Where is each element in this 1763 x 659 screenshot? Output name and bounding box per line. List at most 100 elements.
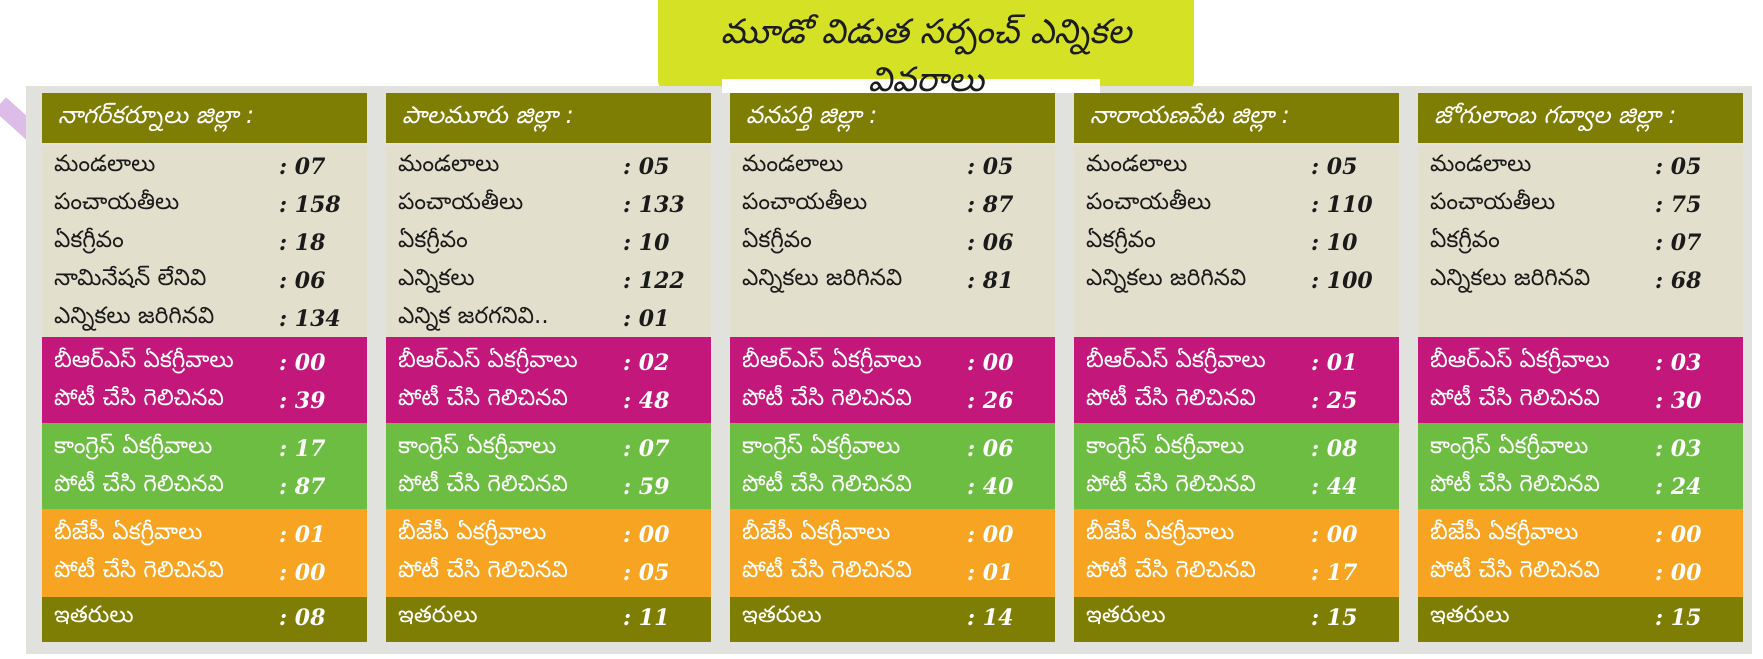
stat-label: బీజేపీ ఏకగ్రీవాలు	[742, 519, 891, 545]
stat-label: మండలాలు	[398, 151, 500, 177]
stat-label: మండలాలు	[1430, 151, 1532, 177]
stat-value: : 24	[1655, 474, 1702, 500]
stat-label: పోటీ చేసి గెలిచినవి	[1430, 385, 1600, 411]
stat-value: : 59	[623, 474, 670, 500]
congress-block: కాంగ్రెస్ ఏకగ్రీవాలు: 03 పోటీ చేసి గెలిచి…	[1418, 423, 1743, 509]
stat-value: : 14	[967, 605, 1014, 631]
stat-value: : 15	[1655, 605, 1702, 631]
stat-row: పోటీ చేసి గెలిచినవి: 48	[398, 382, 699, 420]
stat-value: : 30	[1655, 388, 1702, 414]
bjp-block: బీజేపీ ఏకగ్రీవాలు: 00 పోటీ చేసి గెలిచినవి…	[1418, 509, 1743, 597]
stat-value: : 87	[279, 474, 326, 500]
stat-value: : 110	[1311, 192, 1373, 218]
stat-row: బీజేపీ ఏకగ్రీవాలు: 00	[1430, 516, 1731, 554]
stat-label: ఎన్నికలు	[398, 265, 475, 291]
stat-row: ఎన్నిక జరగనివి.. : 01	[398, 300, 699, 338]
stat-row: కాంగ్రెస్ ఏకగ్రీవాలు: 03	[1430, 430, 1731, 468]
stat-value: : 01	[967, 560, 1014, 586]
stat-label: పంచాయతీలు	[54, 189, 180, 215]
stat-row: పంచాయతీలు: 87	[742, 186, 1043, 224]
stat-label: కాంగ్రెస్ ఏకగ్రీవాలు	[1086, 433, 1245, 459]
brs-block: బీఆర్ఎస్ ఏకగ్రీవాలు: 03 పోటీ చేసి గెలిచిన…	[1418, 337, 1743, 423]
stat-label: బీజేపీ ఏకగ్రీవాలు	[54, 519, 203, 545]
stat-label: బీఆర్ఎస్ ఏకగ్రీవాలు	[742, 347, 922, 373]
summary-block: మండలాలు: 05 పంచాయతీలు: 87 ఏకగ్రీవం: 06 ఎన్న…	[730, 145, 1055, 337]
stat-value: : 07	[279, 154, 326, 180]
stat-label: పంచాయతీలు	[742, 189, 868, 215]
stat-row: బీఆర్ఎస్ ఏకగ్రీవాలు: 00	[54, 344, 355, 382]
stat-value: : 01	[623, 306, 670, 332]
stat-value: : 05	[623, 154, 670, 180]
stat-label: పోటీ చేసి గెలిచినవి	[1086, 557, 1256, 583]
stat-label: ఇతరులు	[398, 602, 478, 628]
stat-row: ఎన్నికలు జరిగినవి: 100	[1086, 262, 1387, 300]
stat-label: పోటీ చేసి గెలిచినవి	[1086, 471, 1256, 497]
stat-row: ఏకగ్రీవం: 10	[1086, 224, 1387, 262]
stat-label: ఏకగ్రీవం	[1430, 227, 1500, 253]
district-name: పాలమూరు జిల్లా :	[386, 93, 711, 143]
stat-value: : 10	[623, 230, 670, 256]
stat-value: : 00	[1311, 522, 1358, 548]
stat-row: ఏకగ్రీవం: 10	[398, 224, 699, 262]
stat-row: బీఆర్ఎస్ ఏకగ్రీవాలు: 03	[1430, 344, 1731, 382]
summary-block: మండలాలు: 05 పంచాయతీలు: 75 ఏకగ్రీవం: 07 ఎన్న…	[1418, 145, 1743, 337]
district-column: పాలమూరు జిల్లా : మండలాలు: 05 పంచాయతీలు: 13…	[386, 93, 711, 642]
stat-label: బీఆర్ఎస్ ఏకగ్రీవాలు	[1430, 347, 1610, 373]
district-name: జోగులాంబ గద్వాల జిల్లా :	[1418, 93, 1743, 143]
stat-label: ఇతరులు	[1086, 602, 1166, 628]
stat-row: మండలాలు: 05	[1430, 148, 1731, 186]
stat-label: పోటీ చేసి గెలిచినవి	[398, 471, 568, 497]
stat-value: : 08	[1311, 436, 1358, 462]
stat-value: : 133	[623, 192, 685, 218]
stat-value: : 00	[1655, 522, 1702, 548]
stat-row: ఎన్నికలు జరిగినవి: 134	[54, 300, 355, 338]
stat-value: : 06	[967, 436, 1014, 462]
stat-label: పోటీ చేసి గెలిచినవి	[54, 557, 224, 583]
brs-block: బీఆర్ఎస్ ఏకగ్రీవాలు: 00 పోటీ చేసి గెలిచిన…	[730, 337, 1055, 423]
stat-row: బీజేపీ ఏకగ్రీవాలు: 01	[54, 516, 355, 554]
stat-row: బీఆర్ఎస్ ఏకగ్రీవాలు: 02	[398, 344, 699, 382]
stat-row: ఎన్నికలు జరిగినవి: 81	[742, 262, 1043, 300]
brs-block: బీఆర్ఎస్ ఏకగ్రీవాలు: 01 పోటీ చేసి గెలిచిన…	[1074, 337, 1399, 423]
summary-block: మండలాలు: 05 పంచాయతీలు: 110 ఏకగ్రీవం: 10 ఎన్…	[1074, 145, 1399, 337]
congress-block: కాంగ్రెస్ ఏకగ్రీవాలు : 08 పోటీ చేసి గెలిచి…	[1074, 423, 1399, 509]
stat-row: బీఆర్ఎస్ ఏకగ్రీవాలు: 01	[1086, 344, 1387, 382]
stat-row: ఏకగ్రీవం: 07	[1430, 224, 1731, 262]
others-block: ఇతరులు : 15	[1418, 597, 1743, 642]
stat-label: పోటీ చేసి గెలిచినవి	[398, 385, 568, 411]
district-column: నారాయణపేట జిల్లా : మండలాలు: 05 పంచాయతీలు: …	[1074, 93, 1399, 642]
stat-row: పోటీ చేసి గెలిచినవి: 01	[742, 554, 1043, 592]
stat-value: : 00	[279, 350, 326, 376]
stat-value: : 44	[1311, 474, 1358, 500]
stat-label: బీఆర్ఎస్ ఏకగ్రీవాలు	[1086, 347, 1266, 373]
brs-block: బీఆర్ఎస్ ఏకగ్రీవాలు: 00 పోటీ చేసి గెలిచిన…	[42, 337, 367, 423]
stat-label: ఇతరులు	[1430, 602, 1510, 628]
stat-row: ఇతరులు: 14	[742, 599, 1043, 637]
summary-block: మండలాలు: 05 పంచాయతీలు: 133 ఏకగ్రీవం: 10 ఎన్…	[386, 145, 711, 337]
brs-block: బీఆర్ఎస్ ఏకగ్రీవాలు: 02 పోటీ చేసి గెలిచిన…	[386, 337, 711, 423]
stat-row: పంచాయతీలు: 75	[1430, 186, 1731, 224]
stat-value: : 18	[279, 230, 326, 256]
page-title: మూడో విడుత సర్పంచ్ ఎన్నికల వివరాలు	[720, 12, 1132, 100]
district-column: జోగులాంబ గద్వాల జిల్లా : మండలాలు: 05 పంచాయ…	[1418, 93, 1743, 642]
stat-row: పోటీ చేసి గెలిచినవి: 17	[1086, 554, 1387, 592]
stat-row: బీజేపీ ఏకగ్రీవాలు: 00	[1086, 516, 1387, 554]
stat-label: పోటీ చేసి గెలిచినవి	[1430, 471, 1600, 497]
stat-value: : 11	[623, 605, 670, 631]
stat-row: ఇతరులు: 15	[1086, 599, 1387, 637]
stat-row: ఎన్నికలు జరిగినవి: 68	[1430, 262, 1731, 300]
stat-label: కాంగ్రెస్ ఏకగ్రీవాలు	[398, 433, 557, 459]
stat-row: ఇతరులు : 11	[398, 599, 699, 637]
stat-value: : 06	[279, 268, 326, 294]
stat-row: పోటీ చేసి గెలిచినవి: 40	[742, 468, 1043, 506]
district-column: నాగర్‌కర్నూలు జిల్లా : మండలాలు: 07 పంచాయతీ…	[42, 93, 367, 642]
stat-label: ఎన్నిక జరగనివి..	[398, 303, 549, 329]
stat-label: ఎన్నికలు జరిగినవి	[742, 265, 903, 291]
stat-label: ఇతరులు	[54, 602, 134, 628]
stat-row: బీఆర్ఎస్ ఏకగ్రీవాలు: 00	[742, 344, 1043, 382]
summary-block: మండలాలు: 07 పంచాయతీలు: 158 ఏకగ్రీవం: 18 నామ…	[42, 145, 367, 337]
stat-row: పోటీ చేసి గెలిచినవి: 05	[398, 554, 699, 592]
stat-value: : 134	[279, 306, 341, 332]
bjp-block: బీజేపీ ఏకగ్రీవాలు: 00 పోటీ చేసి గెలిచినవి…	[386, 509, 711, 597]
stat-label: పోటీ చేసి గెలిచినవి	[54, 471, 224, 497]
